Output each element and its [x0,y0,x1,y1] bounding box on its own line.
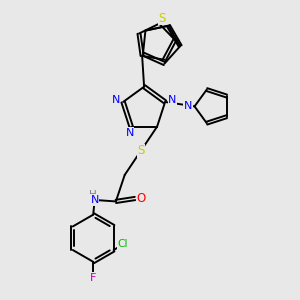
Text: H: H [89,190,97,200]
Text: N: N [168,95,177,106]
Text: N: N [125,128,134,137]
Text: F: F [90,273,96,283]
Text: N: N [184,101,192,111]
Text: N: N [91,195,99,205]
Text: Cl: Cl [117,239,128,249]
Text: N: N [112,95,120,106]
Text: S: S [137,144,145,157]
Text: O: O [136,192,146,205]
Text: S: S [158,12,166,25]
